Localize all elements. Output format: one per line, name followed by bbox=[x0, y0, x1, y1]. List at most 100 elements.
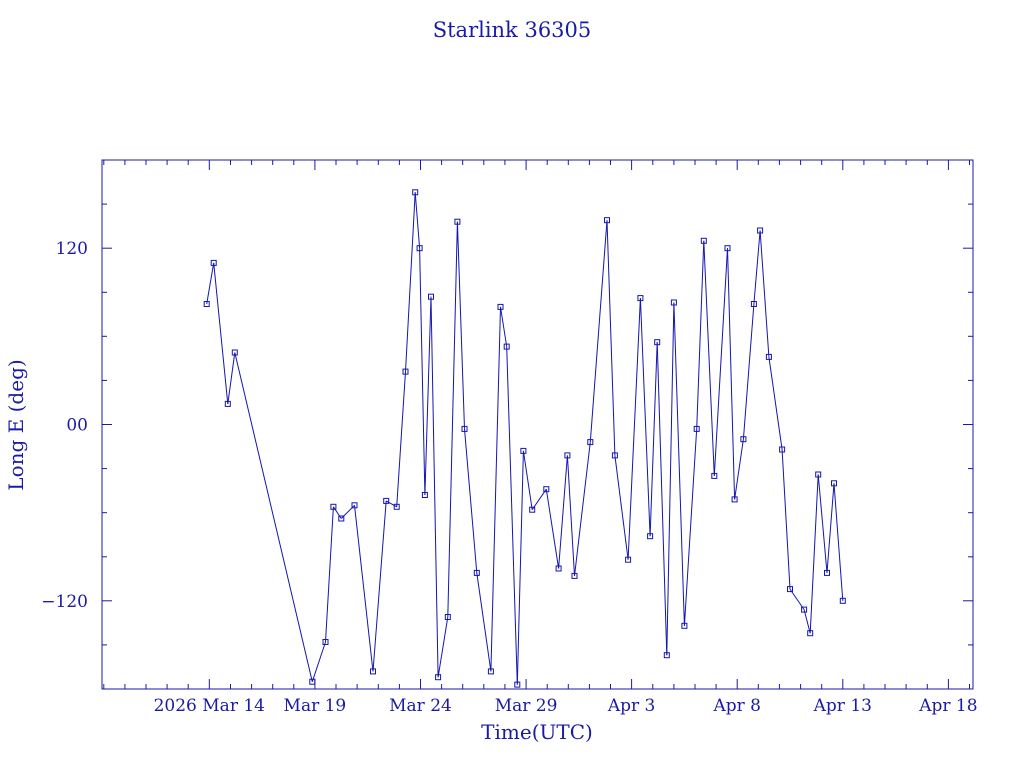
series-segment bbox=[424, 296, 432, 496]
data-point bbox=[757, 227, 764, 234]
data-point bbox=[454, 218, 461, 225]
data-point bbox=[724, 245, 731, 252]
x-axis-title: Time(UTC) bbox=[481, 720, 593, 744]
series-segment bbox=[627, 298, 641, 560]
data-point bbox=[402, 368, 409, 375]
series-segment bbox=[753, 230, 761, 305]
data-point bbox=[611, 452, 618, 459]
data-point bbox=[663, 652, 670, 659]
series-segment bbox=[566, 455, 575, 576]
data-point bbox=[543, 486, 550, 493]
series-segment bbox=[234, 352, 313, 682]
x-tick-label: Apr 13 bbox=[813, 696, 872, 716]
x-tick-label: Apr 18 bbox=[918, 696, 977, 716]
series-segment bbox=[781, 449, 791, 590]
data-point bbox=[731, 496, 738, 503]
data-point bbox=[383, 497, 390, 504]
data-point bbox=[330, 503, 337, 510]
series-segment bbox=[500, 306, 508, 347]
series-segment bbox=[639, 298, 651, 537]
y-axis-title: Long E (deg) bbox=[4, 359, 28, 490]
data-point bbox=[654, 339, 661, 346]
series-segment bbox=[703, 240, 715, 476]
data-point bbox=[765, 353, 772, 360]
y-tick-label: 00 bbox=[66, 416, 88, 436]
series-segment bbox=[206, 262, 215, 305]
series-segment bbox=[325, 506, 334, 643]
data-point bbox=[711, 472, 718, 479]
series-segment bbox=[768, 356, 783, 450]
data-point bbox=[435, 674, 442, 681]
series-segment bbox=[666, 302, 675, 656]
series-segment bbox=[437, 616, 449, 678]
series-segment bbox=[803, 609, 811, 634]
y-tick-label: −120 bbox=[41, 592, 88, 612]
series-segment bbox=[673, 302, 685, 626]
data-point bbox=[824, 569, 830, 576]
series-segment bbox=[332, 506, 342, 519]
series-segment bbox=[614, 455, 629, 560]
series-segment bbox=[683, 428, 698, 626]
data-point bbox=[807, 630, 814, 637]
data-point bbox=[750, 301, 757, 307]
data-point bbox=[681, 622, 688, 629]
series-segment bbox=[354, 505, 374, 672]
series-segment bbox=[789, 588, 805, 610]
data-point bbox=[787, 586, 793, 593]
x-tick-label: Apr 8 bbox=[712, 696, 761, 716]
data-point bbox=[224, 400, 231, 407]
series-segment bbox=[558, 455, 568, 569]
series-segment bbox=[311, 641, 326, 682]
series-segment bbox=[809, 474, 819, 634]
series-segment bbox=[456, 221, 465, 429]
data-point bbox=[461, 425, 468, 432]
data-point bbox=[831, 480, 837, 487]
data-point bbox=[412, 189, 419, 196]
data-point bbox=[604, 217, 610, 224]
series-segment bbox=[385, 500, 397, 508]
series-segment bbox=[414, 192, 421, 249]
series-segment bbox=[649, 342, 658, 537]
series-segment bbox=[696, 240, 705, 429]
data-point bbox=[779, 446, 786, 453]
series-segment bbox=[727, 248, 736, 500]
data-point bbox=[514, 681, 521, 688]
data-point bbox=[740, 436, 747, 443]
series-segment bbox=[817, 474, 828, 573]
series-segment bbox=[606, 220, 616, 456]
data-point bbox=[839, 597, 846, 604]
data-point bbox=[647, 533, 654, 540]
data-point bbox=[564, 452, 571, 459]
data-point bbox=[700, 237, 707, 244]
series-segment bbox=[340, 504, 355, 519]
data-point bbox=[801, 606, 808, 613]
series-segment bbox=[545, 489, 560, 569]
series-segment bbox=[430, 296, 439, 678]
data-point bbox=[503, 343, 510, 350]
data-point bbox=[203, 301, 210, 307]
series-segment bbox=[213, 262, 229, 404]
chart-title: Starlink 36305 bbox=[433, 18, 592, 42]
data-point bbox=[416, 245, 423, 252]
data-point bbox=[393, 503, 400, 510]
series-segment bbox=[589, 220, 608, 443]
data-point bbox=[210, 259, 217, 266]
x-tick-label: Mar 19 bbox=[284, 696, 347, 716]
data-point bbox=[670, 299, 677, 306]
x-tick-label: Mar 24 bbox=[389, 696, 452, 716]
series-segment bbox=[372, 500, 387, 672]
series-segment bbox=[227, 352, 236, 404]
x-tick-label: Apr 3 bbox=[607, 696, 656, 716]
data-point bbox=[497, 303, 504, 310]
data-point bbox=[815, 471, 822, 478]
series-segment bbox=[405, 192, 416, 372]
x-tick-label: Mar 29 bbox=[495, 696, 558, 716]
plot-frame bbox=[101, 159, 974, 690]
data-point bbox=[555, 565, 562, 572]
data-point bbox=[520, 447, 527, 454]
series-segment bbox=[464, 428, 478, 573]
data-point bbox=[338, 515, 345, 522]
data-point bbox=[571, 572, 578, 579]
data-point bbox=[625, 556, 632, 563]
data-point bbox=[637, 295, 644, 302]
